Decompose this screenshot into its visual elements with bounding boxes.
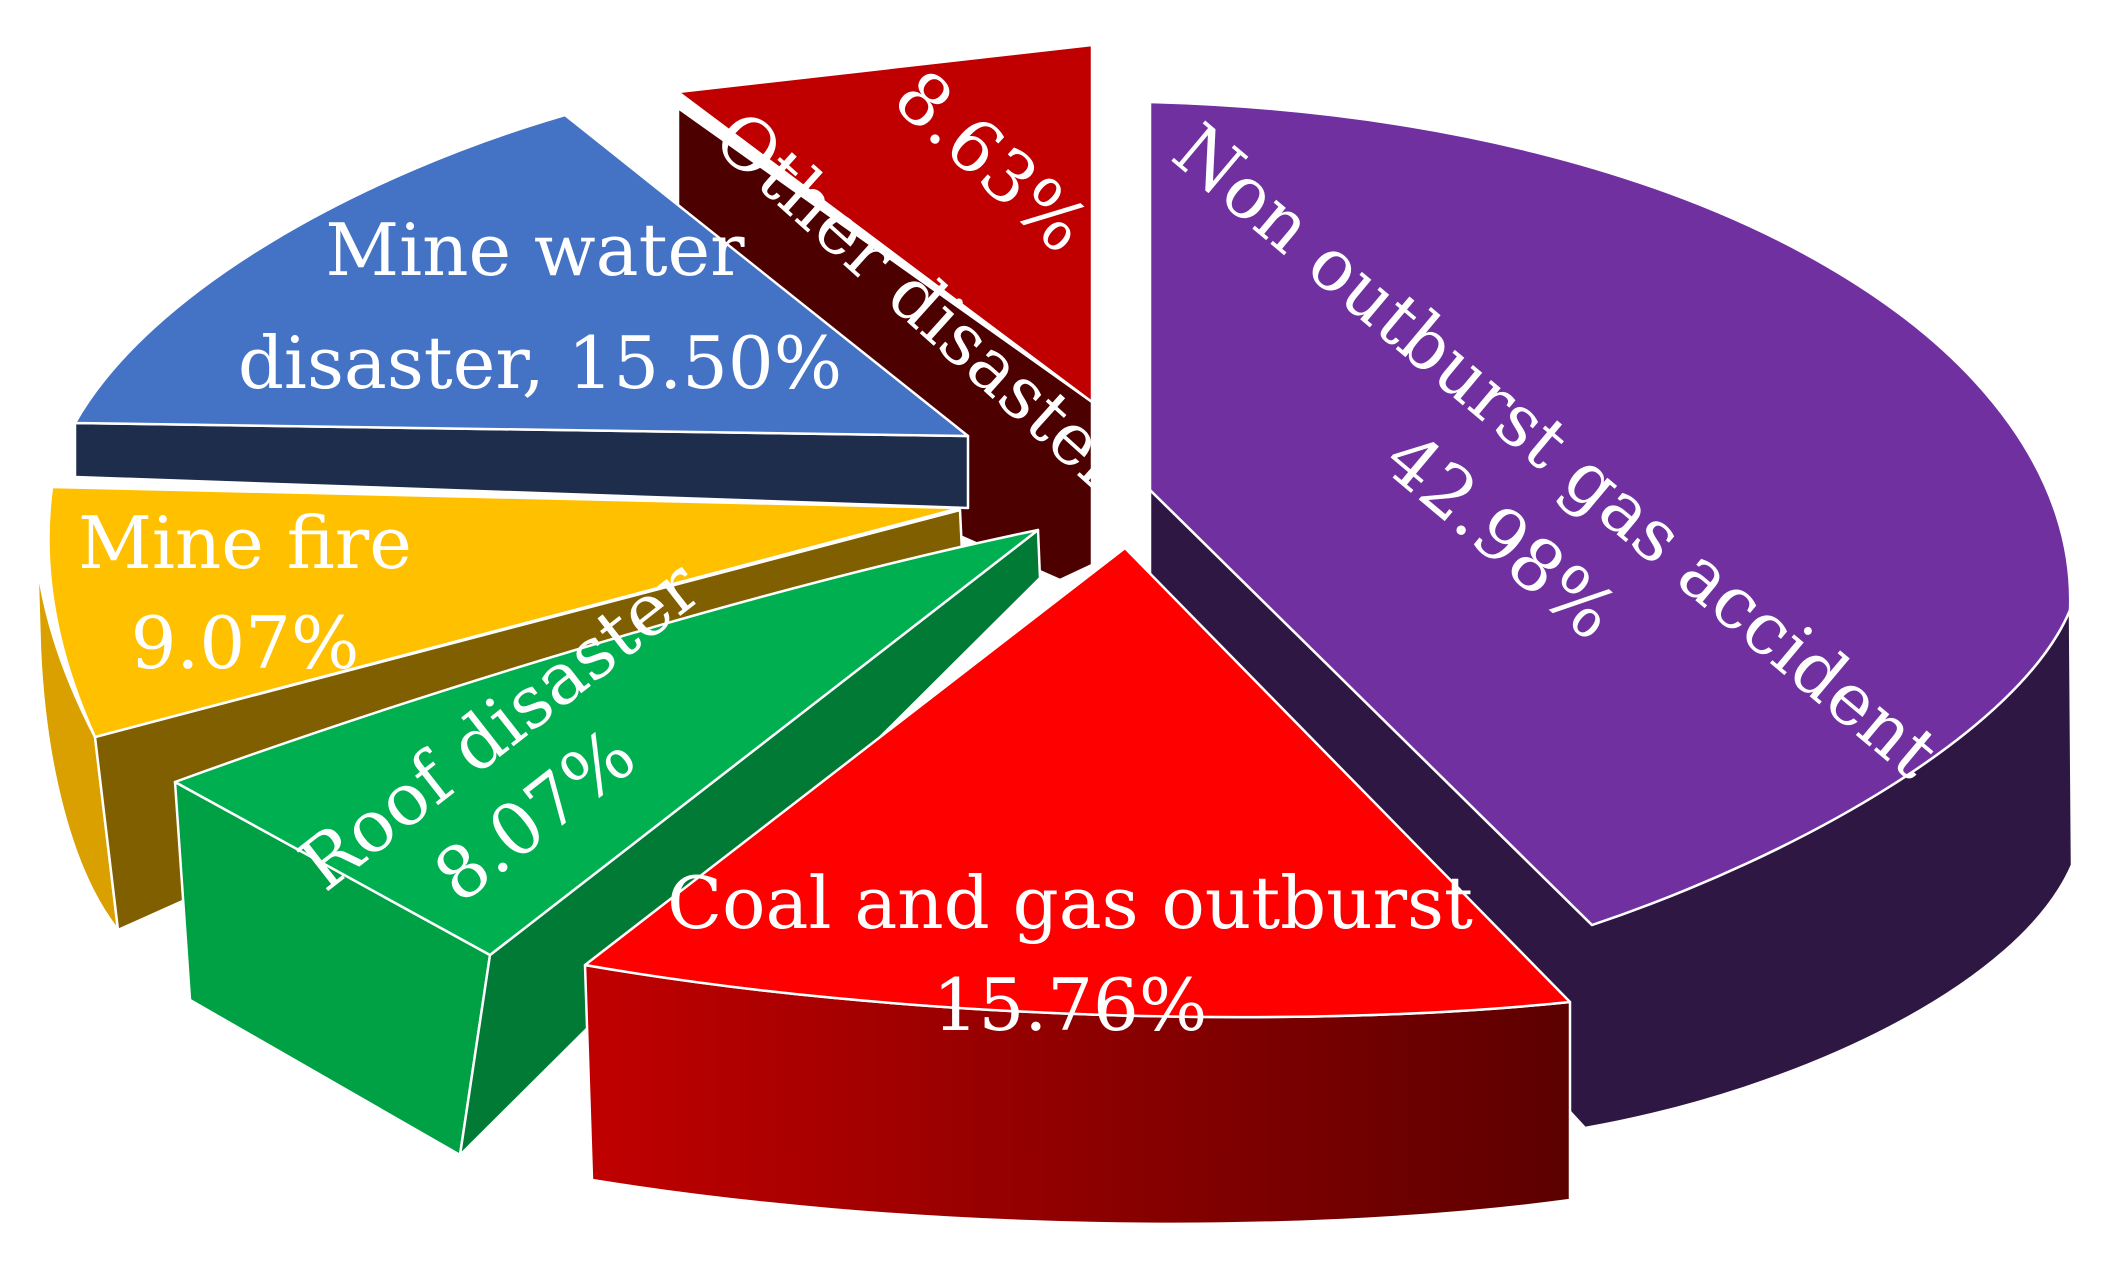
slice-mine-water-disaster-label-line2: disaster, 15.50% <box>238 321 842 405</box>
slice-coal-and-gas-outburst-top <box>583 546 1572 1019</box>
slice-mine-water-disaster-label-line1: Mine water <box>325 208 745 292</box>
slice-coal-and-gas-outburst-label: Coal and gas outburst <box>667 861 1473 945</box>
slice-coal-and-gas-outburst: Coal and gas outburst 15.76% <box>583 546 1572 1226</box>
slice-mine-fire-value: 9.07% <box>131 601 360 685</box>
slice-roof-disaster-top <box>173 528 1040 957</box>
slice-mine-water-disaster-value: 15.50% <box>568 321 843 405</box>
slice-coal-and-gas-outburst-value: 15.76% <box>933 963 1208 1047</box>
slice-non-outburst-gas-accident-top <box>1148 100 2072 927</box>
slice-mine-fire-top <box>47 485 962 739</box>
slice-other-disaster-top <box>676 43 1094 404</box>
slice-mine-water-disaster-top <box>73 113 970 438</box>
slice-mine-fire-label: Mine fire <box>78 501 412 585</box>
slice-mine-water-disaster: Mine water disaster, 15.50% <box>73 113 970 510</box>
